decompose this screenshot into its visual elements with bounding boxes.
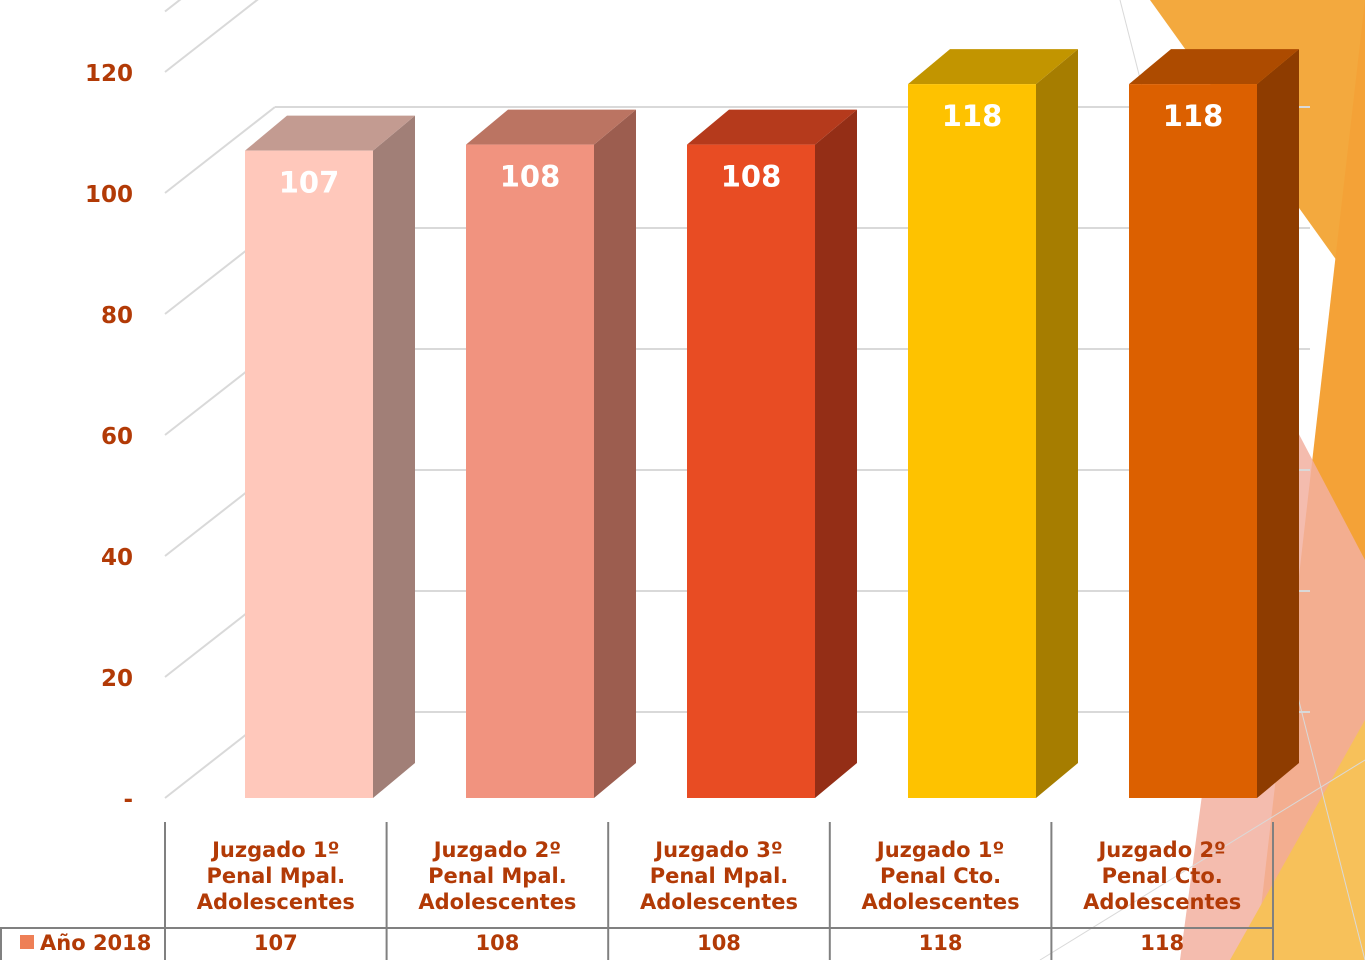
y-axis: - 20 40 60 80 100 120 xyxy=(85,61,133,813)
bar-top xyxy=(245,115,415,151)
bar-top xyxy=(908,49,1078,85)
bar-side xyxy=(373,115,415,798)
bar-value-label: 107 xyxy=(279,166,340,200)
bar-top xyxy=(1129,49,1299,85)
y-tick-label: 120 xyxy=(85,61,133,87)
bar-value-label: 108 xyxy=(721,160,782,194)
bar-top xyxy=(687,109,857,145)
bars: 107 108 108 118 118 xyxy=(245,49,1299,799)
category-label: Penal Mpal. xyxy=(650,864,789,888)
gridline-side xyxy=(164,0,259,73)
y-tick-label: - xyxy=(123,787,133,813)
category-label: Adolescentes xyxy=(1083,890,1241,914)
category-label: Juzgado 3º xyxy=(653,838,782,862)
bar-side xyxy=(1257,49,1299,799)
category-label: Juzgado 1º xyxy=(210,838,339,862)
bar xyxy=(245,150,373,798)
table-value: 118 xyxy=(1140,931,1184,955)
gridline-side xyxy=(164,106,276,194)
category-label: Juzgado 2º xyxy=(432,838,561,862)
category-label: Adolescentes xyxy=(418,890,576,914)
bar xyxy=(1129,84,1257,799)
y-tick-label: 100 xyxy=(85,182,133,208)
bar xyxy=(466,144,594,799)
category-label: Penal Mpal. xyxy=(207,864,346,888)
category-label: Penal Cto. xyxy=(880,864,1001,888)
bar-side xyxy=(815,109,857,799)
category-label: Adolescentes xyxy=(197,890,355,914)
bar xyxy=(687,144,815,799)
category-label: Juzgado 2º xyxy=(1096,838,1225,862)
bar-group: 118 xyxy=(908,49,1078,799)
y-tick-label: 40 xyxy=(101,545,133,571)
series-name: Año 2018 xyxy=(40,931,151,955)
legend-key-icon xyxy=(20,935,34,949)
y-tick-label: 80 xyxy=(101,303,133,329)
bar-group: 108 xyxy=(687,109,857,799)
table-value: 107 xyxy=(254,931,298,955)
bar-group: 108 xyxy=(466,109,636,799)
bar-value-label: 108 xyxy=(500,160,561,194)
table-value: 108 xyxy=(697,931,741,955)
bar-side xyxy=(594,109,636,799)
category-label: Penal Cto. xyxy=(1102,864,1223,888)
bar-group: 107 xyxy=(245,115,415,798)
y-tick-label: 20 xyxy=(101,666,133,692)
gridline-top-side xyxy=(164,0,182,13)
bar xyxy=(908,84,1036,799)
category-label: Adolescentes xyxy=(640,890,798,914)
bar-group: 118 xyxy=(1129,49,1299,799)
category-label: Adolescentes xyxy=(862,890,1020,914)
bar-side xyxy=(1036,49,1078,799)
y-tick-label: 60 xyxy=(101,424,133,450)
bar-value-label: 118 xyxy=(942,99,1003,133)
category-label: Juzgado 1º xyxy=(875,838,1004,862)
bar-value-label: 118 xyxy=(1163,99,1224,133)
table-value: 118 xyxy=(919,931,963,955)
table-value: 108 xyxy=(475,931,519,955)
category-label: Penal Mpal. xyxy=(428,864,567,888)
bar-top xyxy=(466,109,636,145)
